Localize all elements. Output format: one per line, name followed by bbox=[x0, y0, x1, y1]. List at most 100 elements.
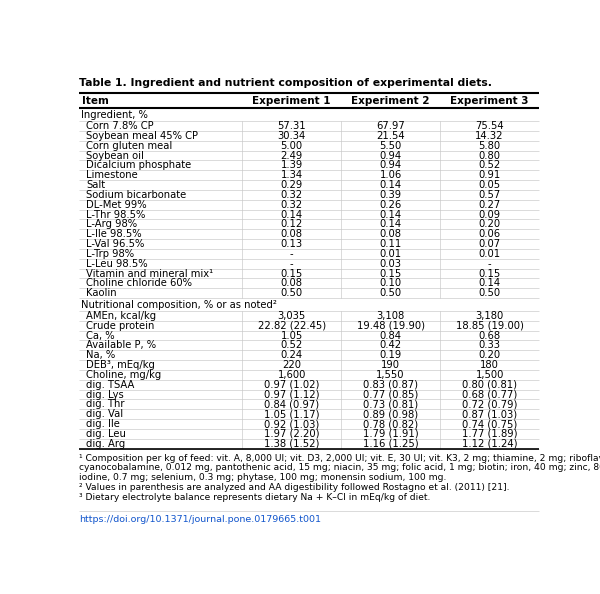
Text: 0.80: 0.80 bbox=[479, 150, 500, 160]
Text: 1.39: 1.39 bbox=[281, 160, 303, 170]
Text: 0.08: 0.08 bbox=[281, 229, 302, 239]
Text: 0.50: 0.50 bbox=[479, 288, 500, 298]
Text: 0.32: 0.32 bbox=[281, 200, 302, 210]
Text: 3,180: 3,180 bbox=[475, 311, 504, 321]
Text: 1.38 (1.52): 1.38 (1.52) bbox=[264, 439, 319, 448]
Text: 75.54: 75.54 bbox=[475, 121, 504, 131]
Text: 1.05: 1.05 bbox=[281, 330, 303, 340]
Text: AMEn, kcal/kg: AMEn, kcal/kg bbox=[86, 311, 156, 321]
Text: Dicalcium phosphate: Dicalcium phosphate bbox=[86, 160, 191, 170]
Text: 3,108: 3,108 bbox=[376, 311, 405, 321]
Text: 0.07: 0.07 bbox=[479, 239, 500, 249]
Text: 0.15: 0.15 bbox=[379, 268, 402, 279]
Text: 18.85 (19.00): 18.85 (19.00) bbox=[455, 321, 524, 331]
Text: 0.08: 0.08 bbox=[380, 229, 401, 239]
Text: Ingredient, %: Ingredient, % bbox=[80, 110, 148, 120]
Text: 0.68 (0.77): 0.68 (0.77) bbox=[462, 390, 517, 400]
Text: 22.82 (22.45): 22.82 (22.45) bbox=[257, 321, 326, 331]
Text: L-Leu 98.5%: L-Leu 98.5% bbox=[86, 259, 148, 268]
Text: 0.15: 0.15 bbox=[281, 268, 303, 279]
Text: Experiment 3: Experiment 3 bbox=[451, 96, 529, 106]
Text: Soybean meal 45% CP: Soybean meal 45% CP bbox=[86, 131, 198, 141]
Text: 5.00: 5.00 bbox=[281, 141, 302, 151]
Text: 180: 180 bbox=[480, 360, 499, 370]
Text: 0.80 (0.81): 0.80 (0.81) bbox=[462, 380, 517, 390]
Text: 0.24: 0.24 bbox=[281, 350, 302, 360]
Text: 1.06: 1.06 bbox=[379, 170, 402, 180]
Text: 0.92 (1.03): 0.92 (1.03) bbox=[264, 419, 319, 429]
Text: Choline, mg/kg: Choline, mg/kg bbox=[86, 370, 161, 380]
Text: 0.52: 0.52 bbox=[281, 340, 303, 350]
Text: 1.12 (1.24): 1.12 (1.24) bbox=[462, 439, 517, 448]
Text: 1,500: 1,500 bbox=[475, 370, 504, 380]
Text: 21.54: 21.54 bbox=[376, 131, 405, 141]
Text: Crude protein: Crude protein bbox=[86, 321, 155, 331]
Text: 0.11: 0.11 bbox=[379, 239, 402, 249]
Text: https://doi.org/10.1371/journal.pone.0179665.t001: https://doi.org/10.1371/journal.pone.017… bbox=[79, 515, 321, 524]
Text: 0.26: 0.26 bbox=[379, 200, 402, 210]
Text: 19.48 (19.90): 19.48 (19.90) bbox=[356, 321, 425, 331]
Text: 0.10: 0.10 bbox=[380, 279, 401, 289]
Text: 14.32: 14.32 bbox=[475, 131, 504, 141]
Text: 0.72 (0.79): 0.72 (0.79) bbox=[462, 399, 517, 409]
Text: 0.14: 0.14 bbox=[380, 219, 401, 229]
Text: 1.05 (1.17): 1.05 (1.17) bbox=[264, 409, 319, 419]
Text: iodine, 0.7 mg; selenium, 0.3 mg; phytase, 100 mg; monensin sodium, 100 mg.: iodine, 0.7 mg; selenium, 0.3 mg; phytas… bbox=[79, 473, 446, 482]
Text: Experiment 2: Experiment 2 bbox=[352, 96, 430, 106]
Text: 0.05: 0.05 bbox=[479, 180, 500, 190]
Text: L-Ile 98.5%: L-Ile 98.5% bbox=[86, 229, 142, 239]
Text: ³ Dietary electrolyte balance represents dietary Na + K–Cl in mEq/kg of diet.: ³ Dietary electrolyte balance represents… bbox=[79, 493, 430, 502]
Text: 0.97 (1.02): 0.97 (1.02) bbox=[264, 380, 319, 390]
Text: 1.34: 1.34 bbox=[281, 170, 302, 180]
Text: 0.74 (0.75): 0.74 (0.75) bbox=[462, 419, 517, 429]
Text: 0.14: 0.14 bbox=[380, 210, 401, 220]
Text: L-Trp 98%: L-Trp 98% bbox=[86, 249, 134, 259]
Text: dig. Leu: dig. Leu bbox=[86, 429, 126, 439]
Text: Table 1. Ingredient and nutrient composition of experimental diets.: Table 1. Ingredient and nutrient composi… bbox=[79, 78, 492, 88]
Text: Vitamin and mineral mix¹: Vitamin and mineral mix¹ bbox=[86, 268, 213, 279]
Text: 0.68: 0.68 bbox=[479, 330, 500, 340]
Text: 0.94: 0.94 bbox=[380, 150, 401, 160]
Text: Experiment 1: Experiment 1 bbox=[253, 96, 331, 106]
Text: 57.31: 57.31 bbox=[277, 121, 306, 131]
Text: dig. Arg: dig. Arg bbox=[86, 439, 125, 448]
Text: 0.94: 0.94 bbox=[380, 160, 401, 170]
Text: Soybean oil: Soybean oil bbox=[86, 150, 144, 160]
Text: ² Values in parenthesis are analyzed and AA digestibility followed Rostagno et a: ² Values in parenthesis are analyzed and… bbox=[79, 483, 509, 492]
Text: Limestone: Limestone bbox=[86, 170, 138, 180]
Text: 0.27: 0.27 bbox=[478, 200, 501, 210]
Text: 5.50: 5.50 bbox=[379, 141, 402, 151]
Text: 0.39: 0.39 bbox=[380, 190, 401, 200]
Text: 0.91: 0.91 bbox=[478, 170, 501, 180]
Text: 0.87 (1.03): 0.87 (1.03) bbox=[462, 409, 517, 419]
Text: 0.73 (0.81): 0.73 (0.81) bbox=[363, 399, 418, 409]
Text: 0.89 (0.98): 0.89 (0.98) bbox=[363, 409, 418, 419]
Text: 1,600: 1,600 bbox=[277, 370, 306, 380]
Text: 0.29: 0.29 bbox=[281, 180, 303, 190]
Text: dig. Thr: dig. Thr bbox=[86, 399, 125, 409]
Text: Sodium bicarbonate: Sodium bicarbonate bbox=[86, 190, 187, 200]
Text: 0.84: 0.84 bbox=[380, 330, 401, 340]
Text: 5.80: 5.80 bbox=[479, 141, 500, 151]
Text: dig. Val: dig. Val bbox=[86, 409, 123, 419]
Text: 0.50: 0.50 bbox=[380, 288, 401, 298]
Text: 0.52: 0.52 bbox=[478, 160, 501, 170]
Text: 0.20: 0.20 bbox=[479, 350, 500, 360]
Text: L-Val 96.5%: L-Val 96.5% bbox=[86, 239, 145, 249]
Text: 0.42: 0.42 bbox=[380, 340, 401, 350]
Text: 0.77 (0.85): 0.77 (0.85) bbox=[363, 390, 418, 400]
Text: dig. TSAA: dig. TSAA bbox=[86, 380, 134, 390]
Text: Salt: Salt bbox=[86, 180, 105, 190]
Text: DEB³, mEq/kg: DEB³, mEq/kg bbox=[86, 360, 155, 370]
Text: -: - bbox=[290, 249, 293, 259]
Text: 0.50: 0.50 bbox=[281, 288, 302, 298]
Text: L-Arg 98%: L-Arg 98% bbox=[86, 219, 137, 229]
Text: 0.12: 0.12 bbox=[281, 219, 303, 229]
Text: 0.97 (1.12): 0.97 (1.12) bbox=[264, 390, 319, 400]
Text: Choline chloride 60%: Choline chloride 60% bbox=[86, 279, 192, 289]
Text: 30.34: 30.34 bbox=[278, 131, 306, 141]
Text: 1,550: 1,550 bbox=[376, 370, 405, 380]
Text: ¹ Composition per kg of feed: vit. A, 8,000 UI; vit. D3, 2,000 UI; vit. E, 30 UI: ¹ Composition per kg of feed: vit. A, 8,… bbox=[79, 454, 600, 463]
Text: 0.14: 0.14 bbox=[380, 180, 401, 190]
Text: 2.49: 2.49 bbox=[281, 150, 303, 160]
